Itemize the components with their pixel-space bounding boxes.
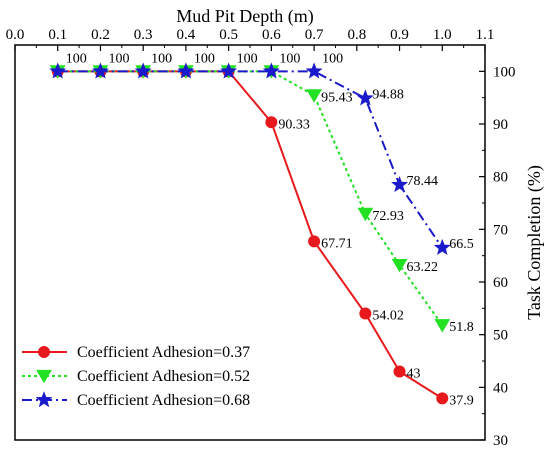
y-tick-label: 80 bbox=[493, 170, 508, 186]
data-label: 100 bbox=[151, 51, 172, 66]
x-axis-title: Mud Pit Depth (m) bbox=[176, 6, 314, 27]
data-label: 37.9 bbox=[449, 393, 474, 408]
data-label: 51.8 bbox=[449, 320, 474, 335]
x-tick-label: 0.4 bbox=[177, 27, 196, 43]
data-point bbox=[359, 307, 372, 320]
data-point bbox=[306, 89, 322, 103]
data-label: 66.5 bbox=[449, 237, 474, 252]
data-point bbox=[91, 62, 109, 79]
y-tick-label: 100 bbox=[493, 64, 516, 80]
data-label: 63.22 bbox=[407, 260, 439, 275]
data-label: 100 bbox=[279, 51, 300, 66]
x-tick-label: 0.7 bbox=[305, 27, 324, 43]
data-point bbox=[38, 346, 50, 358]
x-tick-label: 0.1 bbox=[48, 27, 67, 43]
x-tick-label: 0.9 bbox=[390, 27, 409, 43]
data-point bbox=[433, 238, 451, 255]
data-label: 78.44 bbox=[407, 174, 439, 189]
x-tick-label: 0.8 bbox=[347, 27, 366, 43]
data-point bbox=[177, 62, 195, 79]
legend-label: Coefficient Adhesion=0.68 bbox=[77, 392, 250, 409]
series-3: 100 100 100 100 100 100 100 94.88 78.44 66.5 bbox=[49, 51, 474, 255]
data-point bbox=[356, 89, 374, 106]
x-tick-label: 1.0 bbox=[433, 27, 452, 43]
y-tick-label: 90 bbox=[493, 117, 508, 133]
data-label: 95.43 bbox=[321, 90, 353, 105]
data-point bbox=[308, 235, 321, 248]
data-point bbox=[49, 62, 67, 79]
y-axis-ticks: 30 40 50 60 70 80 90 100 bbox=[479, 64, 516, 449]
data-label: 100 bbox=[322, 51, 343, 66]
x-tick-label: 0.5 bbox=[219, 27, 238, 43]
data-point bbox=[434, 319, 451, 333]
series-line bbox=[57, 70, 444, 249]
data-point bbox=[357, 207, 374, 222]
data-label: 54.02 bbox=[372, 308, 404, 323]
data-label: 100 bbox=[237, 51, 258, 66]
y-tick-label: 70 bbox=[493, 222, 508, 238]
data-label: 43 bbox=[407, 367, 421, 382]
data-point bbox=[391, 258, 408, 273]
data-label: 100 bbox=[194, 51, 215, 66]
y-tick-label: 40 bbox=[493, 380, 508, 396]
data-point bbox=[35, 391, 53, 408]
x-tick-label: 0.6 bbox=[262, 27, 281, 43]
legend-label: Coefficient Adhesion=0.52 bbox=[77, 368, 250, 385]
y-tick-label: 50 bbox=[493, 328, 508, 344]
data-point bbox=[134, 62, 152, 79]
y-tick-label: 30 bbox=[493, 433, 508, 449]
x-axis-ticks: 0.0 0.1 0.2 0.3 0.4 0.5 0.6 0.7 0.8 0.9 1.0 1.1 bbox=[6, 27, 495, 51]
y-tick-label: 60 bbox=[493, 275, 508, 291]
data-label: 90.33 bbox=[278, 117, 310, 132]
x-tick-label: 0.2 bbox=[91, 27, 110, 43]
data-label: 94.88 bbox=[372, 87, 404, 102]
data-label: 100 bbox=[108, 51, 129, 66]
data-point bbox=[391, 175, 409, 193]
y-axis-title: Task Completion (%) bbox=[524, 165, 545, 320]
data-point bbox=[393, 365, 406, 378]
x-tick-label: 0.3 bbox=[134, 27, 153, 43]
data-point bbox=[265, 116, 278, 129]
legend-label: Coefficient Adhesion=0.37 bbox=[77, 344, 250, 361]
series-line bbox=[57, 70, 444, 326]
data-point bbox=[436, 392, 449, 405]
data-label: 72.93 bbox=[372, 209, 404, 224]
data-label: 67.71 bbox=[321, 236, 353, 251]
legend: Coefficient Adhesion=0.37 Coefficient Adh… bbox=[22, 344, 250, 409]
data-point bbox=[305, 62, 323, 79]
data-label: 100 bbox=[66, 51, 87, 66]
data-point bbox=[36, 369, 52, 384]
data-point bbox=[220, 62, 238, 79]
x-tick-label: 1.1 bbox=[476, 27, 495, 43]
x-tick-label: 0.0 bbox=[6, 27, 25, 43]
data-point bbox=[262, 62, 280, 79]
